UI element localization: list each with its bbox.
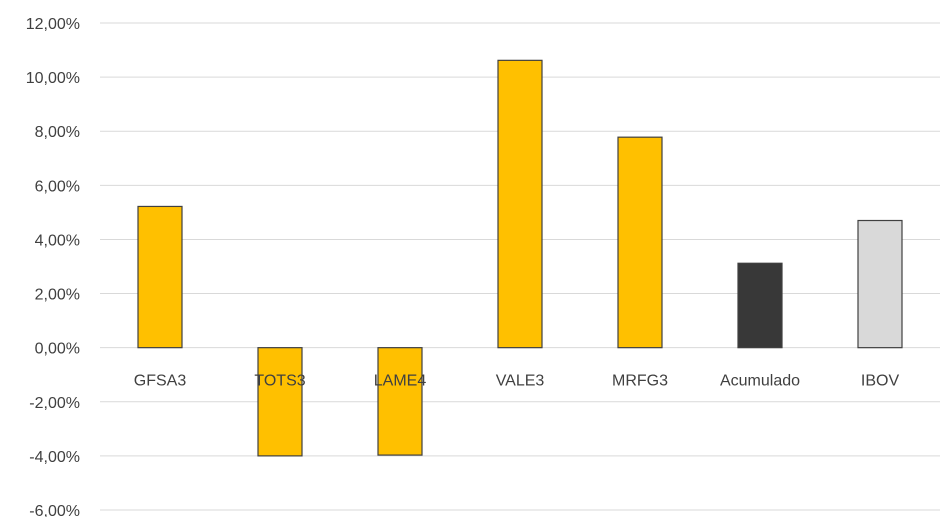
category-label: IBOV xyxy=(861,373,900,390)
y-tick-label: 6,00% xyxy=(35,178,80,195)
bar-vale3 xyxy=(497,59,543,349)
bar-tots3 xyxy=(257,347,303,457)
bars xyxy=(137,59,903,457)
bar-mrfg3 xyxy=(617,136,663,349)
bar-lame4 xyxy=(377,347,423,456)
y-tick-label: -4,00% xyxy=(29,449,80,466)
y-tick-label: 2,00% xyxy=(35,287,80,304)
y-tick-label: 10,00% xyxy=(26,70,80,87)
category-label: LAME4 xyxy=(374,373,427,390)
y-tick-label: 4,00% xyxy=(35,232,80,249)
category-label: Acumulado xyxy=(720,373,800,390)
y-tick-label: 8,00% xyxy=(35,124,80,141)
category-label: GFSA3 xyxy=(134,373,187,390)
bar-ibov xyxy=(857,219,903,349)
y-tick-label: -2,00% xyxy=(29,395,80,412)
y-axis-tick-labels: -6,00% -4,00% -2,00% 0,00% 2,00% 4,00% 6,00% 8,… xyxy=(26,16,80,517)
y-tick-label: -6,00% xyxy=(29,503,80,517)
category-label: VALE3 xyxy=(496,373,545,390)
category-label: MRFG3 xyxy=(612,373,668,390)
bar-acumulado xyxy=(737,262,783,349)
category-label: TOTS3 xyxy=(254,373,305,390)
bar-gfsa3 xyxy=(137,205,183,349)
y-tick-label: 0,00% xyxy=(35,341,80,358)
category-labels: GFSA3 TOTS3 LAME4 VALE3 MRFG3 Acumulado IBOV xyxy=(134,373,900,390)
y-tick-label: 12,00% xyxy=(26,16,80,33)
